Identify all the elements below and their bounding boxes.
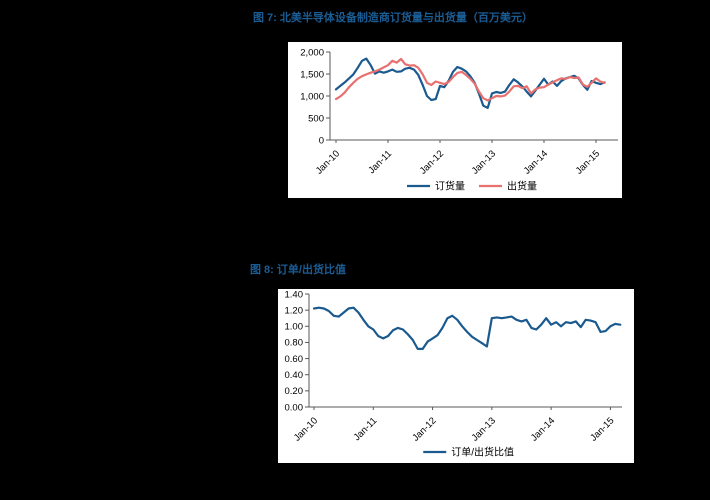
y-tick-label: 0.60 bbox=[285, 354, 304, 365]
figure8-title: 图 8: 订单/出货比值 bbox=[250, 264, 346, 276]
x-tick-label: Jan-13 bbox=[470, 148, 498, 176]
x-tick-label: Jan-11 bbox=[352, 415, 380, 443]
x-tick-label: Jan-15 bbox=[588, 415, 616, 443]
y-tick-label: 1,000 bbox=[300, 91, 324, 102]
x-tick-label: Jan-11 bbox=[366, 148, 394, 176]
x-tick-label: Jan-12 bbox=[410, 415, 438, 443]
y-tick-label: 0.40 bbox=[285, 370, 304, 381]
y-tick-label: 1,500 bbox=[300, 69, 324, 80]
x-tick-label: Jan-10 bbox=[314, 148, 342, 176]
figure8-panel: 0.00 0.20 0.40 0.60 0.80 1.00 1.20 1.40 Jan-10 Ja… bbox=[278, 289, 634, 463]
x-tick-label: Jan-14 bbox=[522, 148, 550, 176]
x-tick-label: Jan-15 bbox=[574, 148, 602, 176]
y-tick-label: 0.80 bbox=[285, 338, 304, 349]
legend-label-出货量: 出货量 bbox=[507, 180, 537, 193]
x-tick-label: Jan-14 bbox=[529, 415, 557, 443]
y-tick-label: 0.00 bbox=[285, 402, 304, 413]
y-tick-label: 2,000 bbox=[300, 47, 324, 58]
x-tick-label: Jan-12 bbox=[418, 148, 446, 176]
orders-shipments-chart: 0 500 1,000 1,500 2,000 Jan-10 Jan-11 Jan-12 Jan… bbox=[300, 47, 618, 193]
book-to-bill-chart: 0.00 0.20 0.40 0.60 0.80 1.00 1.20 1.40 Jan-10 Ja… bbox=[285, 289, 622, 459]
y-tick-label: 1.00 bbox=[285, 322, 304, 333]
figure7-panel: 0 500 1,000 1,500 2,000 Jan-10 Jan-11 Jan-12 Jan… bbox=[288, 42, 622, 198]
x-tick-label: Jan-10 bbox=[292, 415, 320, 443]
line-出货量 bbox=[334, 57, 606, 102]
legend-label-订货量: 订货量 bbox=[435, 180, 465, 193]
y-tick-label: 1.40 bbox=[285, 289, 304, 300]
line-订单/出货比值 bbox=[312, 306, 622, 351]
figure7-title: 图 7: 北美半导体设备制造商订货量与出货量（百万美元） bbox=[253, 12, 533, 24]
line-订货量 bbox=[334, 57, 606, 110]
y-tick-label: 0.20 bbox=[285, 386, 304, 397]
y-tick-label: 500 bbox=[308, 113, 324, 124]
y-tick-label: 0 bbox=[319, 135, 324, 146]
y-tick-label: 1.20 bbox=[285, 305, 304, 316]
legend-label-订单/出货比值: 订单/出货比值 bbox=[451, 446, 514, 459]
x-tick-label: Jan-13 bbox=[470, 415, 498, 443]
